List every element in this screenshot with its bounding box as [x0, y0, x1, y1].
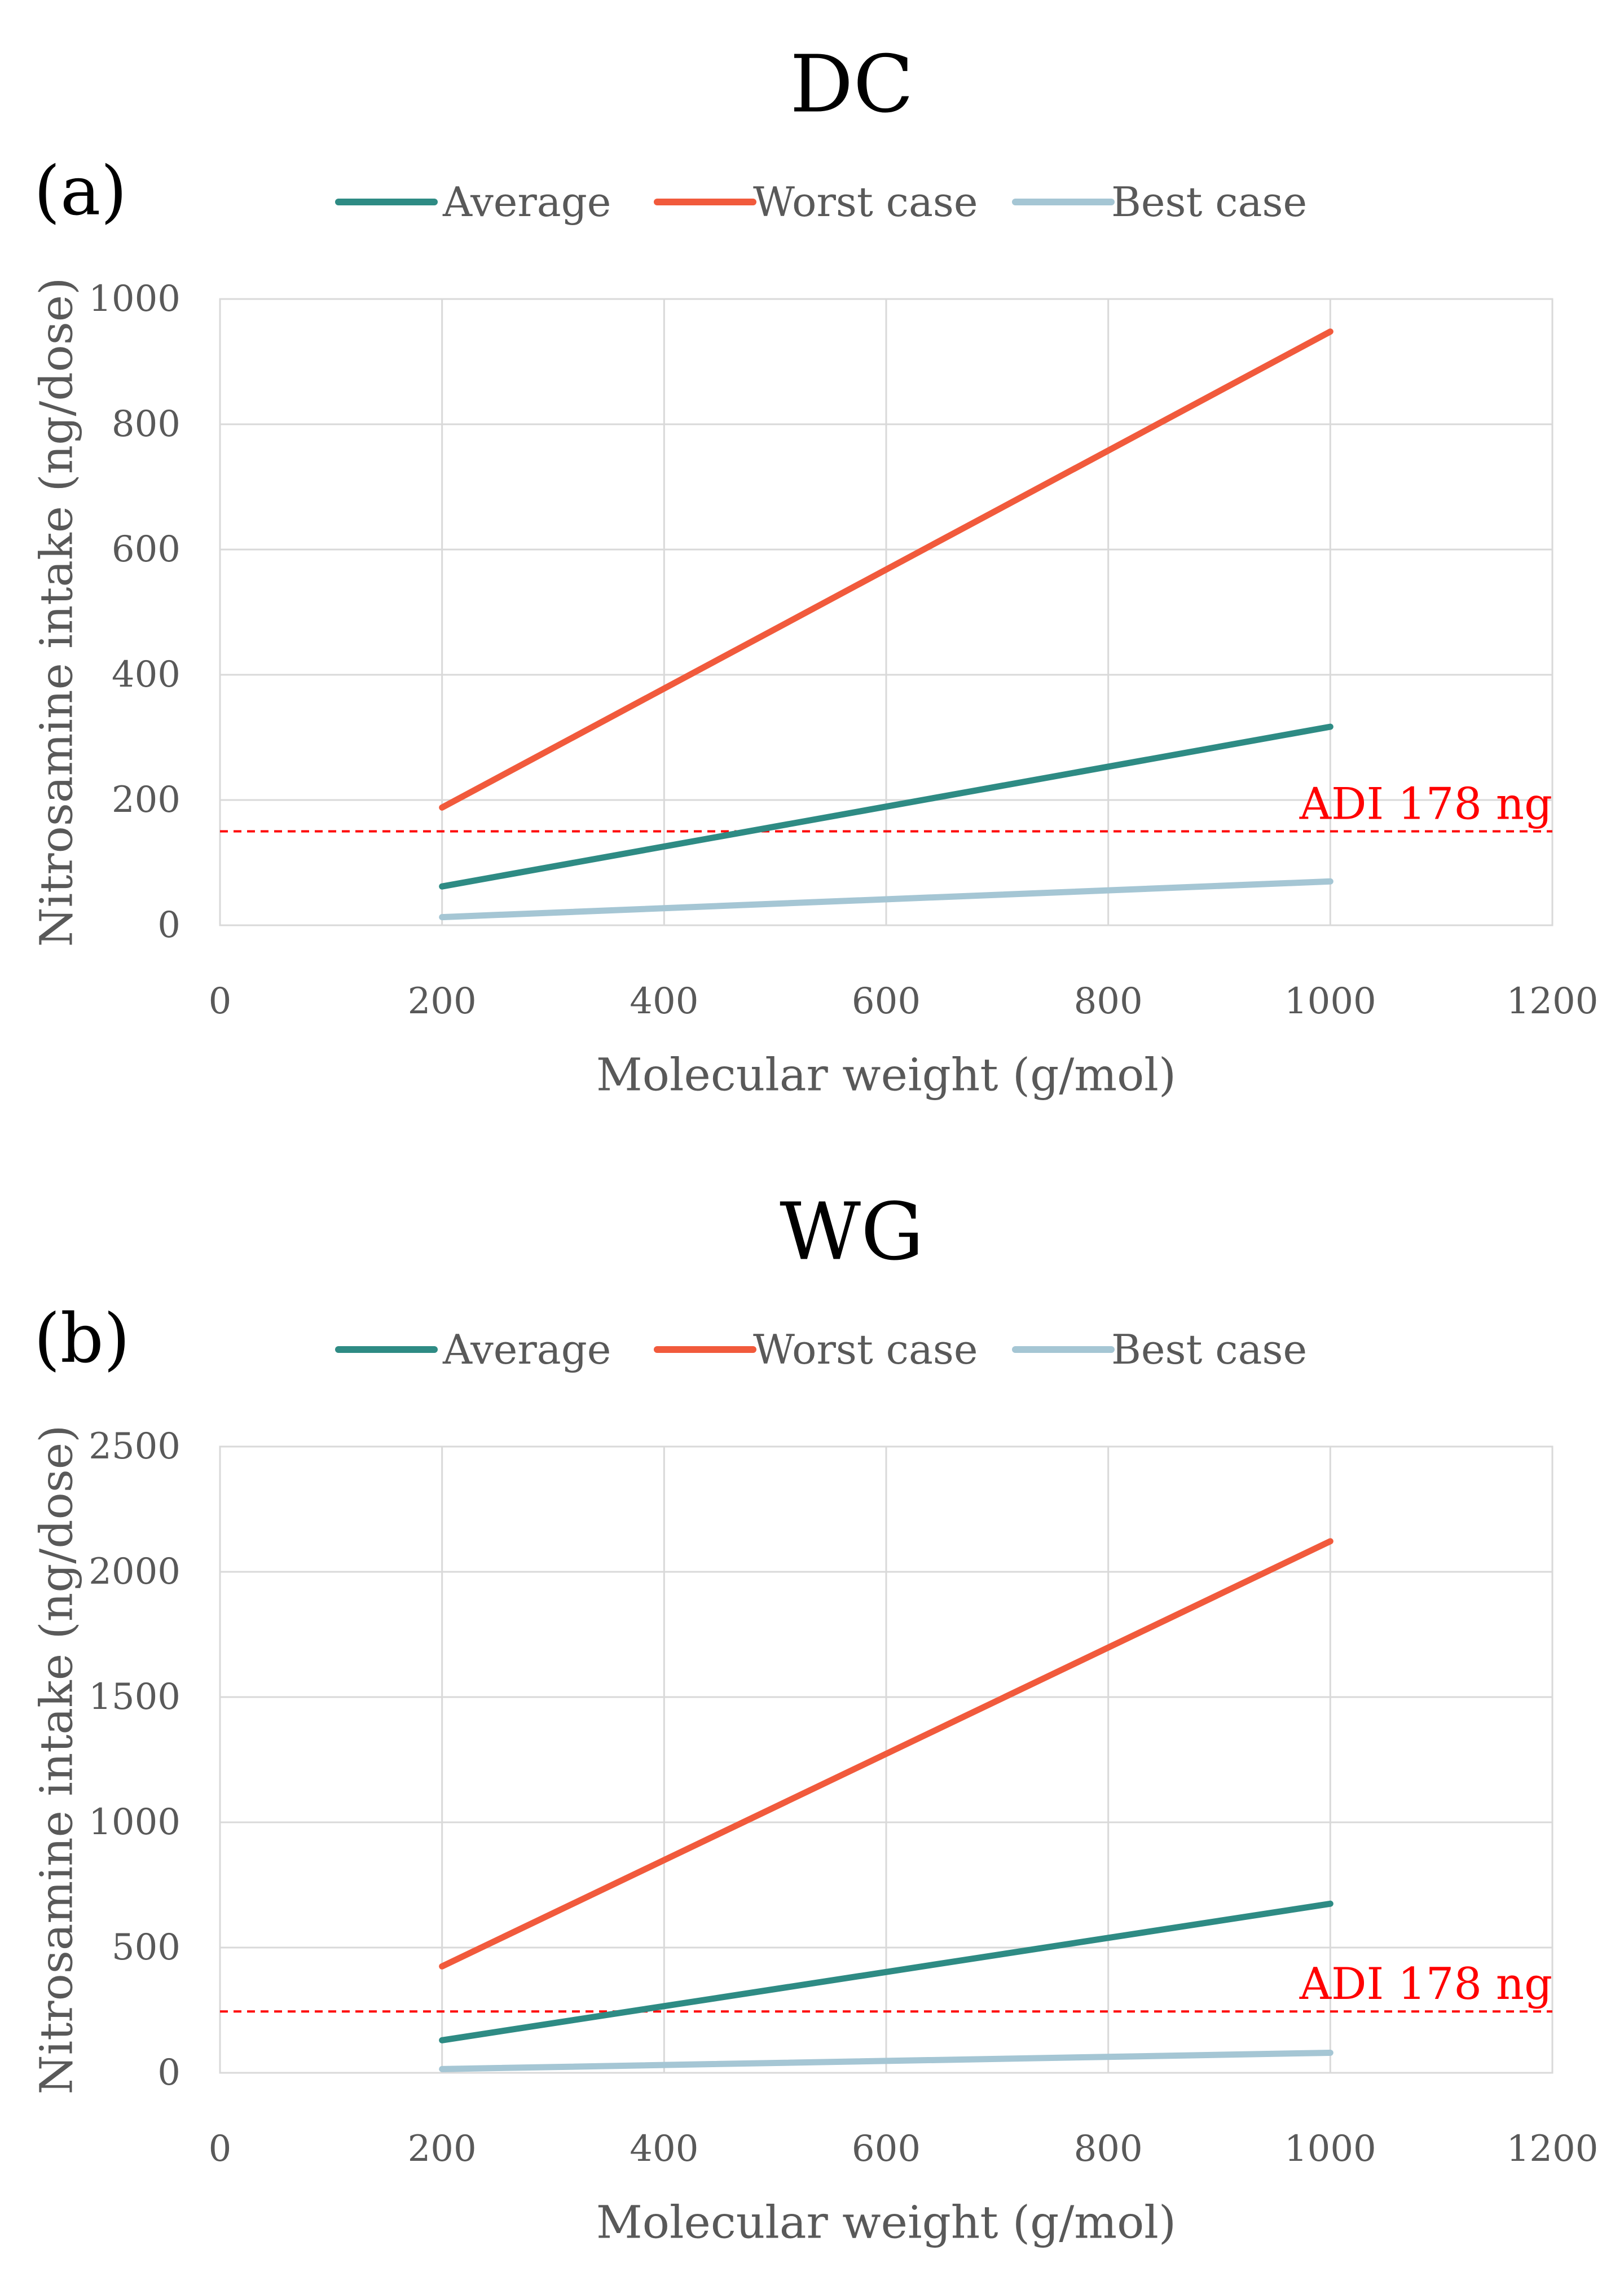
x-tick-label: 600 [852, 981, 921, 1022]
y-tick-label: 1500 [89, 1676, 181, 1718]
adi-reference-label: ADI 178 ng [1299, 1959, 1552, 2010]
x-tick-label: 600 [852, 2128, 921, 2170]
plot-frame [219, 1445, 1553, 2074]
y-tick-label: 500 [112, 1927, 181, 1968]
x-tick-label: 0 [209, 981, 232, 1022]
legend-label-worst-case: Worst case [753, 178, 978, 226]
x-axis-label: Molecular weight (g/mol) [596, 2196, 1176, 2249]
chart-panel-wg: WG (b) Average Worst case Best case 0 200 400 60… [0, 1148, 1624, 2281]
y-tick-label: 400 [112, 654, 181, 696]
legend-label-best-case: Best case [1111, 178, 1307, 226]
series-line-best-case [439, 2049, 1333, 2072]
panel-label: (a) [34, 152, 127, 231]
legend-label-best-case: Best case [1111, 1326, 1307, 1373]
adi-reference-label: ADI 178 ng [1299, 779, 1552, 830]
legend-label-average: Average [442, 178, 611, 226]
x-tick-label: 400 [630, 981, 698, 1022]
x-tick-label: 0 [209, 2128, 232, 2170]
y-axis-label: Nitrosamine intake (ng/dose) [30, 278, 83, 947]
x-tick-label: 800 [1074, 2128, 1143, 2170]
chart-dc: DC (a) Average Worst case Best case 0 200 400 60… [30, 39, 1599, 1101]
x-axis-label: Molecular weight (g/mol) [596, 1049, 1176, 1101]
series-line-worst-case [439, 328, 1333, 811]
x-tick-label: 1000 [1284, 2128, 1376, 2170]
series-line-average [439, 1900, 1333, 2043]
y-tick-label: 200 [112, 779, 181, 821]
panel-label: (b) [34, 1300, 130, 1378]
y-tick-label: 600 [112, 529, 181, 570]
y-tick-label: 1000 [89, 1801, 181, 1843]
y-axis-label: Nitrosamine intake (ng/dose) [30, 1425, 83, 2095]
legend-label-average: Average [442, 1326, 611, 1373]
y-tick-label: 800 [112, 403, 181, 445]
chart-panel-dc: DC (a) Average Worst case Best case 0 200 400 60… [0, 0, 1624, 1133]
y-tick-label: 1000 [89, 278, 181, 320]
y-tick-label: 2000 [89, 1551, 181, 1593]
x-tick-label: 1200 [1507, 981, 1599, 1022]
x-tick-label: 400 [630, 2128, 698, 2170]
y-tick-label: 2500 [89, 1426, 181, 1467]
x-tick-label: 800 [1074, 981, 1143, 1022]
x-tick-label: 1200 [1507, 2128, 1599, 2170]
chart-title: DC [790, 39, 913, 131]
series-line-best-case [439, 878, 1333, 921]
x-tick-label: 200 [408, 2128, 477, 2170]
x-tick-label: 200 [408, 981, 477, 1022]
series-line-average [439, 723, 1333, 890]
series-line-worst-case [439, 1538, 1333, 1970]
x-tick-label: 1000 [1284, 981, 1376, 1022]
y-tick-label: 0 [157, 904, 181, 946]
chart-title: WG [780, 1186, 924, 1278]
plot-frame [219, 298, 1553, 926]
chart-wg: WG (b) Average Worst case Best case 0 200 400 60… [30, 1186, 1599, 2249]
legend-label-worst-case: Worst case [753, 1326, 978, 1373]
y-tick-label: 0 [157, 2052, 181, 2094]
